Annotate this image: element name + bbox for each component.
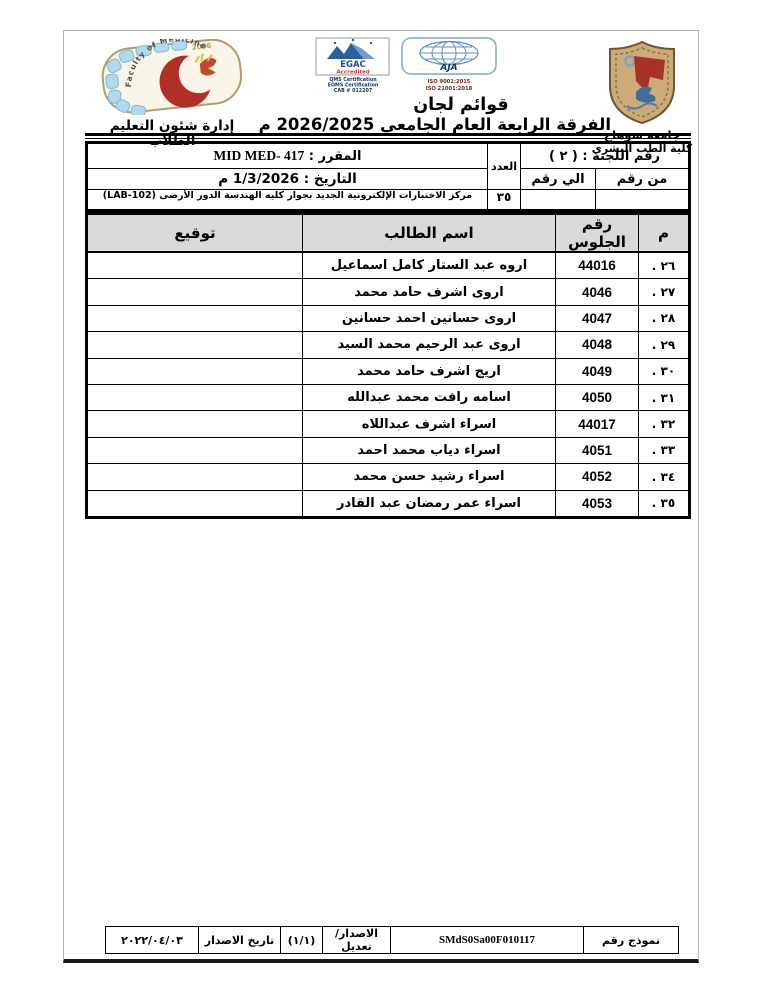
egac-name: EGAC [340, 60, 366, 70]
row-number: ٢٧ . [638, 278, 690, 306]
egac-status: Accredited [336, 70, 369, 76]
row-number: ٣٣ . [638, 436, 690, 465]
student-name: اروى عبد الرحيم محمد السيد [302, 331, 556, 359]
signature-cell [86, 357, 303, 385]
seat-number: 4051 [555, 436, 639, 465]
aja-iso-line2: ISO 21001:2018 [426, 86, 473, 92]
student-name: اروى اشرف حامد محمد [302, 278, 556, 306]
seat-number: 4047 [555, 304, 639, 333]
column-header-no: م [638, 213, 690, 253]
issue-date-value: ٢٠٢٢/٠٤/٠٣ [105, 926, 199, 954]
table-row: ٢٧ . 4046 اروى اشرف حامد محمد [86, 278, 690, 306]
seat-number: 4046 [555, 278, 639, 306]
form-number-label: نموذج رقم [583, 926, 679, 954]
course-label: المقرر : [308, 149, 362, 164]
row-number: ٢٩ . [638, 331, 690, 359]
aja-iso-line1: ISO 9001:2015 [428, 79, 471, 85]
signature-cell [86, 489, 303, 518]
seat-number: 4052 [555, 463, 639, 491]
row-number: ٣٤ . [638, 463, 690, 491]
page-title: قوائم لجان [413, 95, 509, 115]
page-subtitle: الفرقة الرابعة العام الجامعي 2026/2025 م [258, 115, 611, 134]
row-number: ٢٦ . [638, 251, 690, 280]
students-table-header: م رقم الجلوس اسم الطالب توقيع [86, 213, 690, 253]
table-row: ٣٢ . 44017 اسراء اشرف عبداللاه [86, 410, 690, 438]
signature-cell [86, 436, 303, 465]
faculty-of-medicine-logo-icon: 2006 Faculty of Medicine [101, 31, 243, 117]
row-number: ٣٠ . [638, 357, 690, 385]
form-footer-table: نموذج رقم SMdS0Sa00F010117 الاصدار/تعديل… [105, 926, 679, 954]
seat-number: 4053 [555, 489, 639, 518]
row-number: ٣٢ . [638, 410, 690, 438]
count-value: ٣٥ [487, 189, 521, 211]
column-header-name: اسم الطالب [302, 213, 556, 253]
to-number-label: الي رقم [519, 168, 597, 190]
student-name: اروه عبد الستار كامل اسماعيل [302, 251, 556, 280]
student-name: اسراء دياب محمد احمد [302, 436, 556, 465]
table-row: ٣٣ . 4051 اسراء دياب محمد احمد [86, 436, 690, 465]
committee-number: رقم اللجنة : ( ٢ ) [519, 142, 691, 169]
course-code: MID MED- 417 [213, 148, 305, 163]
form-number-value: SMdS0Sa00F010117 [390, 926, 584, 954]
signature-cell [86, 463, 303, 491]
issue-date-label: تاريخ الاصدار [198, 926, 281, 954]
student-name: اروى حسانين احمد حسانين [302, 304, 556, 333]
document-page: 2006 Faculty of Medicine إدارة شئون التع… [63, 30, 699, 963]
table-row: ٣٤ . 4052 اسراء رشيد حسن محمد [86, 463, 690, 491]
column-header-signature: توقيع [86, 213, 303, 253]
seat-number: 4048 [555, 331, 639, 359]
accreditation-logos: EGAC Accredited QMS Certification EOMS C… [256, 37, 556, 93]
table-row: ٢٩ . 4048 اروى عبد الرحيم محمد السيد [86, 331, 690, 359]
from-number-label: من رقم [595, 168, 691, 190]
sohag-university-shield-icon [609, 40, 675, 125]
exam-info-table: رقم اللجنة : ( ٢ ) العدد المقرر : MID ME… [85, 141, 692, 212]
table-row: ٣٠ . 4049 اريج اشرف حامد محمد [86, 357, 690, 385]
document-header: EGAC Accredited QMS Certification EOMS C… [258, 37, 611, 134]
student-affairs-logo-block: 2006 Faculty of Medicine إدارة شئون التع… [94, 31, 250, 149]
course-cell: المقرر : MID MED- 417 [86, 142, 488, 169]
aja-name: AJA [439, 63, 457, 73]
row-number: ٣١ . [638, 383, 690, 412]
signature-cell [86, 251, 303, 280]
signature-cell [86, 304, 303, 333]
signature-cell [86, 278, 303, 306]
signature-cell [86, 410, 303, 438]
header-divider [85, 133, 691, 139]
signature-cell [86, 383, 303, 412]
signature-cell [86, 331, 303, 359]
to-number-value-cell [519, 189, 597, 211]
row-number: ٣٥ . [638, 489, 690, 518]
row-number: ٢٨ . [638, 304, 690, 333]
column-header-seat: رقم الجلوس [555, 213, 639, 253]
egac-cert-line3: CAB # 012207 [334, 88, 372, 93]
table-row: ٢٦ . 44016 اروه عبد الستار كامل اسماعيل [86, 251, 690, 280]
exam-date: التاريخ : 1/3/2026 م [86, 168, 488, 190]
seat-number: 4049 [555, 357, 639, 385]
seat-number: 44017 [555, 410, 639, 438]
revision-label: الاصدار/تعديل [322, 926, 391, 954]
student-name: اسراء عمر رمضان عبد القادر [302, 489, 556, 518]
exam-location: مركز الاختبارات الإلكترونية الجديد بجوار… [86, 189, 488, 211]
table-row: ٣١ . 4050 اسامه رافت محمد عبدالله [86, 383, 690, 412]
student-name: اسراء اشرف عبداللاه [302, 410, 556, 438]
table-row: ٢٨ . 4047 اروى حسانين احمد حسانين [86, 304, 690, 333]
egac-accreditation-icon: EGAC Accredited QMS Certification EOMS C… [315, 37, 390, 93]
table-row: ٣٥ . 4053 اسراء عمر رمضان عبد القادر [86, 489, 690, 518]
student-name: اسراء رشيد حسن محمد [302, 463, 556, 491]
student-name: اريج اشرف حامد محمد [302, 357, 556, 385]
seat-number: 44016 [555, 251, 639, 280]
count-label: العدد [487, 142, 521, 190]
egac-cert-line1: QMS Certification [329, 77, 377, 83]
students-table: م رقم الجلوس اسم الطالب توقيع ٢٦ . 44016… [85, 212, 691, 519]
from-number-value-cell [595, 189, 691, 211]
egac-cert-line2: EOMS Certification [328, 83, 379, 89]
revision-value: (١/١) [280, 926, 323, 954]
student-name: اسامه رافت محمد عبدالله [302, 383, 556, 412]
faculty-logo-year: 2006 [192, 42, 212, 52]
seat-number: 4050 [555, 383, 639, 412]
aja-iso-icon: AJA ISO 9001:2015 ISO 21001:2018 [401, 37, 497, 92]
